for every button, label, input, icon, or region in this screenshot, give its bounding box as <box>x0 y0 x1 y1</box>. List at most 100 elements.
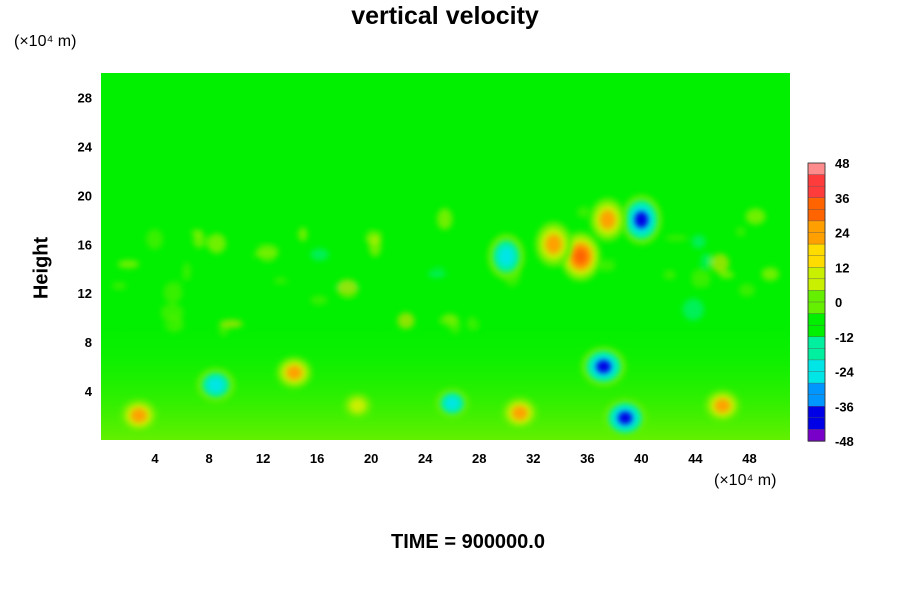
turbulence-cell <box>117 260 140 269</box>
turbulence-cell <box>160 303 184 322</box>
turbulence-cell <box>761 267 779 281</box>
colorbar-segment <box>807 232 826 245</box>
turbulence-cell <box>475 250 490 271</box>
velocity-cell <box>535 221 573 267</box>
x-tick-label: 16 <box>310 451 324 466</box>
colorbar-segment <box>807 278 826 292</box>
x-tick-label: 4 <box>151 451 159 466</box>
turbulence-cell <box>428 270 446 278</box>
colorbar-segment <box>807 301 826 315</box>
colorbar-tick-label: 48 <box>835 156 849 171</box>
x-tick-label: 36 <box>580 451 594 466</box>
turbulence-cell <box>176 277 192 284</box>
turbulence-cell <box>257 231 280 248</box>
time-label: TIME = 900000.0 <box>391 531 545 553</box>
colorbar-segment <box>807 406 826 419</box>
turbulence-cell <box>597 259 616 272</box>
colorbar-segment <box>807 324 826 338</box>
turbulence-cell <box>182 262 191 281</box>
turbulence-cell <box>691 269 711 289</box>
turbulence-cell <box>596 303 617 324</box>
turbulence-cell <box>339 297 361 306</box>
velocity-cell <box>276 356 313 389</box>
colorbar-segment <box>807 371 826 384</box>
colorbar-segment <box>807 220 826 234</box>
turbulence-cell <box>437 208 453 230</box>
x-tick-label: 20 <box>364 451 378 466</box>
colorbar-tick-label: 24 <box>835 226 850 241</box>
y-tick-label: 8 <box>85 335 92 350</box>
turbulence-cell <box>111 282 127 290</box>
turbulence-cell <box>449 317 461 334</box>
colorbar-segment <box>807 267 826 280</box>
x-tick-label: 12 <box>256 451 270 466</box>
turbulence-cell <box>310 248 329 261</box>
chart-title: vertical velocity <box>351 2 539 30</box>
colorbar-segment <box>807 185 826 199</box>
x-tick-label: 28 <box>472 451 486 466</box>
turbulence-cell <box>262 224 271 232</box>
turbulence-cell <box>664 234 688 242</box>
velocity-cell <box>603 398 647 438</box>
y-tick-label: 16 <box>78 237 92 252</box>
turbulence-cell <box>310 295 328 305</box>
turbulence-cell <box>577 206 591 218</box>
colorbar-segment <box>807 429 826 442</box>
x-tick-label: 40 <box>634 451 648 466</box>
turbulence-cell <box>611 243 623 257</box>
turbulence-cell <box>682 298 705 321</box>
velocity-cell <box>621 194 662 245</box>
colorbar-segment <box>807 243 826 257</box>
turbulence-cell <box>401 205 416 221</box>
x-tick-label: 32 <box>526 451 540 466</box>
colorbar-frame <box>807 162 826 442</box>
turbulence-cell <box>397 312 415 329</box>
turbulence-cell <box>474 322 489 332</box>
colorbar-segment <box>807 348 826 361</box>
turbulence-cell <box>696 284 709 292</box>
velocity-cell <box>704 389 741 422</box>
y-tick-label: 28 <box>78 90 92 105</box>
velocity-cell <box>120 399 158 432</box>
turbulence-cell <box>369 221 384 235</box>
turbulence-cell <box>466 316 478 331</box>
x-tick-label: 48 <box>742 451 756 466</box>
colorbar-segment <box>807 290 826 303</box>
colorbar-tick-label: -12 <box>835 330 854 345</box>
velocity-cell <box>343 393 372 419</box>
colorbar-segment <box>807 209 826 222</box>
turbulence-cell <box>365 231 382 245</box>
turbulence-cell <box>736 227 746 237</box>
colorbar-segment <box>807 174 826 187</box>
turbulence-cell <box>273 277 288 284</box>
turbulence-cell <box>433 254 446 268</box>
turbulence-cell <box>191 236 215 247</box>
colorbar-segment <box>807 336 826 350</box>
colorbar-tick-label: 36 <box>835 191 849 206</box>
turbulence-cell <box>336 279 358 296</box>
turbulence-cell <box>701 253 712 268</box>
turbulence-cell <box>146 228 164 250</box>
turbulence-cell <box>298 227 308 242</box>
colorbar-tick-label: -24 <box>835 365 855 380</box>
y-tick-label: 12 <box>78 286 92 301</box>
turbulence-cell <box>452 270 476 287</box>
colorbar-segment <box>807 394 826 407</box>
turbulence-cell <box>710 253 730 273</box>
turbulence-cell <box>533 287 543 308</box>
turbulence-cell <box>401 230 425 249</box>
turbulence-cell <box>738 283 755 297</box>
turbulence-cell <box>745 208 766 225</box>
colorbar-tick-label: -48 <box>835 434 854 449</box>
x-tick-label: 44 <box>688 451 703 466</box>
turbulence-cell <box>255 247 279 260</box>
velocity-cell <box>589 198 626 242</box>
turbulence-cell <box>433 320 450 328</box>
velocity-cell <box>581 346 626 387</box>
colorbar-segment <box>807 313 826 326</box>
colorbar-tick-label: 0 <box>835 295 842 310</box>
x-unit-label: (×10⁴ m) <box>714 472 777 489</box>
velocity-cell <box>487 233 525 280</box>
turbulence-cell <box>663 269 676 280</box>
